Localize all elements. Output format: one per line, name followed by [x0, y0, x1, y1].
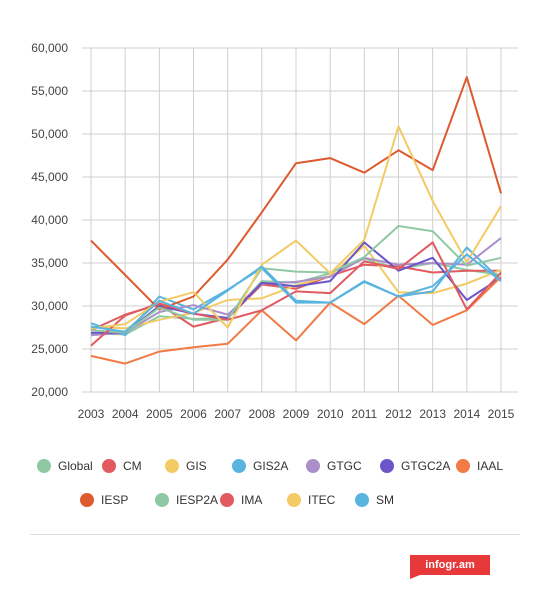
legend-item-cm[interactable]: CM: [102, 459, 142, 473]
y-tick-label: 45,000: [31, 170, 68, 184]
brand-label: infogr.am: [425, 559, 475, 571]
series-lines: [90, 76, 502, 365]
legend-label: GIS2A: [253, 459, 288, 473]
legend-swatch: [355, 493, 369, 507]
legend-swatch: [80, 493, 94, 507]
legend-swatch: [165, 459, 179, 473]
series-line-ima[interactable]: [90, 241, 502, 347]
x-tick-label: 2013: [419, 407, 446, 421]
legend-item-iesp[interactable]: IESP: [80, 493, 128, 507]
legend-swatch: [220, 493, 234, 507]
legend-swatch: [102, 459, 116, 473]
legend-item-gis2a[interactable]: GIS2A: [232, 459, 288, 473]
y-tick-label: 35,000: [31, 256, 68, 270]
legend-swatch: [456, 459, 470, 473]
y-tick-label: 20,000: [31, 385, 68, 399]
x-tick-label: 2012: [385, 407, 412, 421]
legend-label: GTGC2A: [401, 459, 450, 473]
legend-item-ima[interactable]: IMA: [220, 493, 262, 507]
series-line-gis2a[interactable]: [90, 246, 502, 337]
legend-label: IAAL: [477, 459, 503, 473]
legend-swatch: [380, 459, 394, 473]
x-tick-label: 2010: [317, 407, 344, 421]
x-tick-label: 2007: [214, 407, 241, 421]
y-axis-ticks: 20,000 25,000 30,000 35,000 40,000 45,000 50,0…: [31, 41, 68, 399]
series-line-gtgc[interactable]: [90, 237, 502, 337]
y-tick-label: 50,000: [31, 127, 68, 141]
series-line-sm[interactable]: [90, 253, 502, 333]
legend-label: ITEC: [308, 493, 336, 507]
y-tick-label: 25,000: [31, 342, 68, 356]
x-tick-label: 2004: [112, 407, 139, 421]
x-tick-label: 2009: [283, 407, 310, 421]
y-tick-label: 60,000: [31, 41, 68, 55]
legend-item-itec[interactable]: ITEC: [287, 493, 336, 507]
x-tick-label: 2005: [146, 407, 173, 421]
legend-swatch: [306, 459, 320, 473]
y-tick-label: 55,000: [31, 84, 68, 98]
legend-swatch: [287, 493, 301, 507]
legend-label: IESP2A: [176, 493, 218, 507]
legend-item-sm[interactable]: SM: [355, 493, 394, 507]
legend-item-global[interactable]: Global: [37, 459, 93, 473]
legend-item-gtgc[interactable]: GTGC: [306, 459, 362, 473]
legend-label: CM: [123, 459, 142, 473]
legend-swatch: [37, 459, 51, 473]
legend-item-gtgc2a[interactable]: GTGC2A: [380, 459, 450, 473]
legend-item-iaal[interactable]: IAAL: [456, 459, 503, 473]
x-tick-label: 2015: [488, 407, 515, 421]
legend-label: GTGC: [327, 459, 362, 473]
legend-label: SM: [376, 493, 394, 507]
series-line-iesp2a[interactable]: [90, 225, 502, 334]
series-line-gtgc2a[interactable]: [91, 241, 502, 334]
footer-divider: [30, 534, 520, 535]
legend-item-iesp2a[interactable]: IESP2A: [155, 493, 218, 507]
brand-badge-shape: [410, 555, 490, 579]
gridlines: [82, 47, 518, 393]
x-tick-label: 2003: [78, 407, 105, 421]
y-tick-label: 30,000: [31, 299, 68, 313]
legend-label: Global: [58, 459, 93, 473]
legend-label: IMA: [241, 493, 262, 507]
series-line-iesp[interactable]: [90, 76, 502, 311]
legend: Global CM GIS GIS2A GTGC GTGC2A IAAL IESP IESP2A…: [37, 459, 503, 507]
x-axis-ticks: 2003 2004 2005 2006 2007 2008 2009 2010 2011 2012…: [78, 407, 515, 421]
legend-swatch: [232, 459, 246, 473]
x-tick-label: 2006: [180, 407, 207, 421]
legend-label: IESP: [101, 493, 128, 507]
legend-label: GIS: [186, 459, 207, 473]
legend-swatch: [155, 493, 169, 507]
x-tick-label: 2014: [453, 407, 480, 421]
brand-badge[interactable]: infogr.am: [410, 555, 490, 579]
x-tick-label: 2011: [351, 407, 377, 421]
x-tick-label: 2008: [248, 407, 275, 421]
series-line-iaal[interactable]: [90, 276, 502, 365]
y-tick-label: 40,000: [31, 213, 68, 227]
legend-item-gis[interactable]: GIS: [165, 459, 207, 473]
